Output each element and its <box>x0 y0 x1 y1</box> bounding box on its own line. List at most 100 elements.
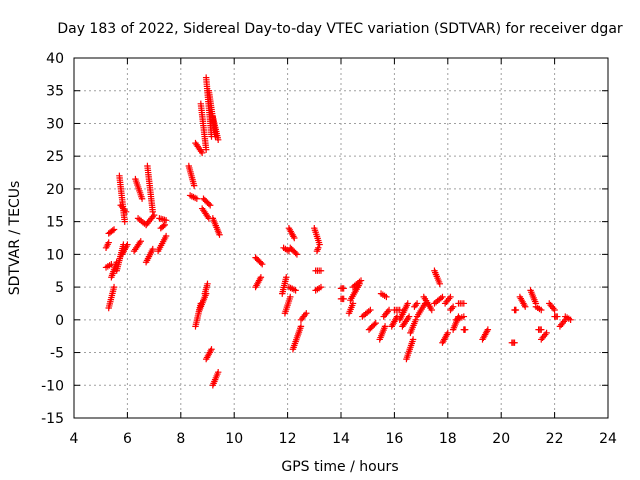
data-point <box>193 195 201 202</box>
y-tick-label: -10 <box>41 378 64 394</box>
data-points <box>102 74 574 389</box>
data-point <box>109 227 116 234</box>
data-point <box>208 346 215 353</box>
data-point <box>204 280 211 288</box>
data-point <box>412 316 419 324</box>
data-point <box>257 274 265 281</box>
data-point <box>460 313 468 320</box>
data-point <box>484 326 492 333</box>
data-point <box>538 326 545 333</box>
data-point <box>349 300 357 307</box>
data-point <box>396 306 403 314</box>
y-tick-label: 30 <box>46 116 64 132</box>
data-point <box>161 221 168 229</box>
data-point <box>316 241 323 248</box>
data-point <box>447 293 454 301</box>
data-point <box>340 295 347 303</box>
data-point <box>409 336 417 343</box>
y-tick-label: 25 <box>46 149 64 165</box>
data-point <box>372 319 379 327</box>
data-point <box>461 326 469 333</box>
y-axis-label: SDTVAR / TECUs <box>7 181 23 296</box>
data-point <box>150 211 158 219</box>
data-point <box>293 251 301 258</box>
y-tick-label: 15 <box>46 215 64 231</box>
data-point <box>317 267 325 274</box>
data-point <box>554 313 561 320</box>
data-point <box>385 306 393 314</box>
data-point <box>124 241 131 248</box>
y-tick-label: 20 <box>46 182 64 198</box>
data-point <box>303 310 310 317</box>
data-point <box>405 313 413 320</box>
data-point <box>567 316 574 324</box>
data-point <box>206 202 214 209</box>
data-point <box>198 149 206 157</box>
data-point <box>190 182 198 189</box>
x-axis-label: GPS time / hours <box>281 459 398 475</box>
plot-frame <box>73 57 609 419</box>
data-point <box>291 234 298 242</box>
data-point <box>202 146 210 153</box>
data-point <box>551 306 558 314</box>
data-point <box>538 306 545 314</box>
chart-title: Day 183 of 2022, Sidereal Day-to-day VTE… <box>57 21 623 37</box>
x-tick-label: 8 <box>176 431 185 447</box>
data-point <box>383 293 390 301</box>
x-tick-label: 14 <box>332 431 350 447</box>
data-point <box>110 226 118 233</box>
x-tick-label: 22 <box>546 431 564 447</box>
data-point <box>511 339 518 346</box>
data-point <box>315 244 322 252</box>
x-tick-label: 10 <box>225 431 243 447</box>
data-point <box>287 293 294 301</box>
y-tick-label: 5 <box>55 280 64 296</box>
x-tick-label: 24 <box>599 431 617 447</box>
data-point <box>367 306 374 314</box>
data-point <box>413 300 421 307</box>
data-point <box>292 249 299 257</box>
data-point <box>149 245 156 253</box>
y-tick-label: 10 <box>46 247 64 263</box>
data-point <box>412 301 419 309</box>
data-point <box>448 305 456 312</box>
data-point <box>313 247 321 255</box>
data-point <box>428 306 435 314</box>
data-point <box>381 323 389 330</box>
data-point <box>317 283 325 291</box>
data-point <box>214 136 222 144</box>
data-point <box>138 195 146 202</box>
data-point <box>257 259 265 267</box>
data-point <box>160 222 167 230</box>
data-point <box>449 303 457 310</box>
data-point <box>122 208 130 216</box>
grid <box>74 58 608 418</box>
data-point <box>214 368 222 376</box>
data-point <box>259 260 266 268</box>
x-tick-label: 20 <box>492 431 510 447</box>
data-point <box>340 285 347 292</box>
data-point <box>444 329 451 337</box>
data-point <box>404 300 411 307</box>
data-point <box>121 218 128 225</box>
data-point <box>162 217 170 224</box>
y-tick-label: 0 <box>55 313 64 329</box>
data-point <box>357 277 365 284</box>
data-point <box>216 231 223 238</box>
x-tick-label: 12 <box>279 431 297 447</box>
y-tick-label: 40 <box>46 51 64 67</box>
data-point <box>205 200 213 208</box>
x-tick-label: 4 <box>70 431 79 447</box>
data-point <box>543 329 550 337</box>
y-tick-label: -5 <box>50 346 64 362</box>
data-point <box>297 323 305 330</box>
data-point <box>105 239 112 246</box>
y-tick-labels: -15 -10 -5 0 5 10 15 20 25 30 35 40 <box>41 51 64 427</box>
y-tick-label: 35 <box>46 84 64 100</box>
data-point <box>137 238 144 245</box>
data-point <box>460 300 468 307</box>
data-point <box>371 321 378 328</box>
x-tick-label: 6 <box>123 431 132 447</box>
data-point <box>110 283 118 291</box>
